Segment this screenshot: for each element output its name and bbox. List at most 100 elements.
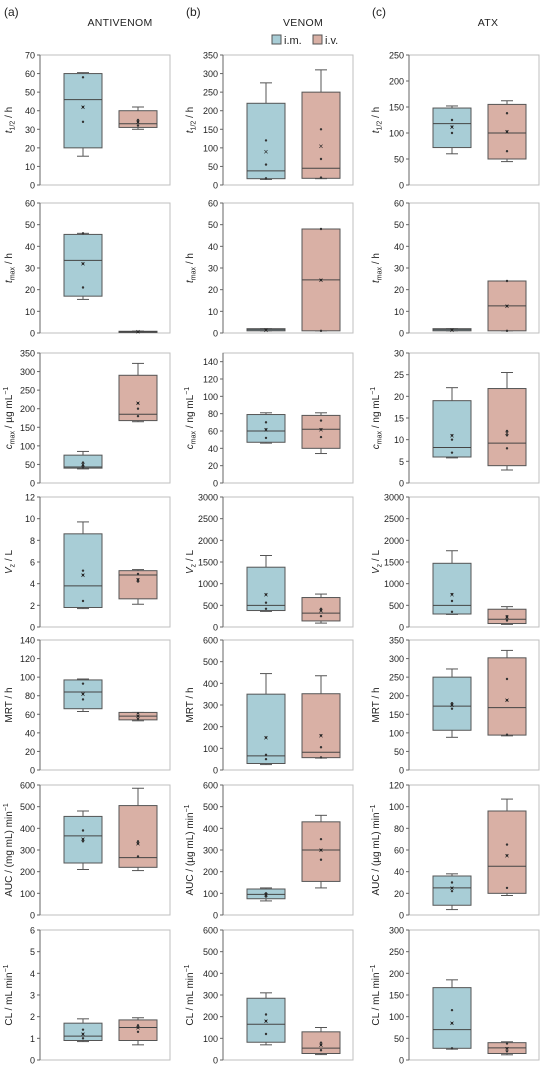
data-point	[505, 677, 509, 681]
data-point	[264, 177, 268, 180]
data-point	[81, 461, 85, 464]
y-tick-label: 10	[25, 514, 35, 524]
box-iqr	[63, 73, 103, 149]
y-tick-label: 20	[394, 392, 404, 402]
box-im: ×	[63, 232, 103, 300]
panel-letter-a: (a)	[4, 5, 19, 19]
box-im: ×	[63, 72, 103, 157]
data-point	[81, 1028, 85, 1031]
box-iv: ×	[118, 106, 158, 130]
mean-marker: ×	[136, 712, 141, 721]
box-iv: ×	[301, 593, 341, 624]
data-point	[450, 1047, 454, 1050]
y-axis-label: MRT / h	[371, 687, 382, 722]
box-iv: ×	[487, 798, 527, 896]
mean-marker: ×	[505, 302, 510, 311]
panel-7-1: 0 1 2 3 4 5 6 CL / mL min−1 × ×	[3, 926, 171, 1066]
data-point	[264, 601, 268, 604]
box-im: ×	[63, 450, 103, 469]
mean-marker: ×	[81, 1030, 86, 1039]
box-im: ×	[432, 387, 472, 459]
y-tick-label: 1000	[198, 579, 218, 589]
y-tick-label: 200	[203, 722, 218, 732]
data-point	[81, 682, 85, 685]
panel-3-1: 0 50 100 150 200 250 300 350 cmax / µg mL−1 × ×	[3, 349, 171, 489]
y-tick-label: 5	[30, 947, 35, 957]
box-iv: ×	[301, 814, 341, 889]
y-tick-label: 0	[213, 623, 218, 633]
data-point	[319, 837, 323, 841]
y-tick-label: 20	[208, 285, 218, 295]
y-tick-label: 200	[389, 77, 404, 87]
data-point	[319, 858, 323, 861]
box-iv: ×	[301, 412, 341, 455]
y-tick-label: 2000	[198, 536, 218, 546]
box-iv: ×	[487, 606, 527, 625]
mean-marker: ×	[450, 701, 455, 710]
y-tick-label: 2000	[384, 536, 404, 546]
y-axis-label: CL / mL min−1	[3, 964, 15, 1025]
data-point	[505, 698, 509, 702]
plot-frame	[39, 496, 171, 628]
box-im: ×	[246, 326, 286, 335]
y-axis-label: cmax / µg mL−1	[3, 387, 17, 450]
data-point	[264, 428, 268, 431]
y-tick-label: 10	[394, 435, 404, 445]
y-tick-label: 40	[208, 242, 218, 252]
y-tick-label: 0	[399, 623, 404, 633]
mean-marker: ×	[319, 731, 324, 740]
data-point	[450, 703, 454, 707]
box-iqr	[246, 693, 286, 765]
y-tick-label: 50	[25, 88, 35, 98]
y-tick-label: 250	[389, 947, 404, 957]
mean-marker: ×	[264, 148, 269, 157]
y-tick-label: 100	[389, 129, 404, 139]
legend-label-im: i.m.	[284, 35, 302, 47]
box-im: ×	[246, 887, 286, 902]
y-tick-label: 600	[203, 926, 218, 936]
y-tick-label: 80	[25, 691, 35, 701]
data-point	[264, 139, 268, 142]
y-tick-label: 350	[20, 349, 35, 359]
data-point	[450, 592, 454, 596]
data-point	[450, 1008, 454, 1012]
y-tick-label: 4	[30, 579, 35, 589]
data-point	[319, 1049, 323, 1052]
y-tick-label: 150	[389, 103, 404, 113]
y-tick-label: 3	[30, 991, 35, 1001]
box-iv: ×	[487, 372, 527, 471]
box-im: ×	[63, 521, 103, 610]
mean-marker: ×	[450, 1019, 455, 1028]
y-tick-label: 1000	[384, 579, 404, 589]
y-tick-label: 120	[389, 781, 404, 791]
box-iqr	[301, 91, 341, 179]
panel-2-1: 0 10 20 30 40 50 60 tmax / h × ×	[4, 199, 171, 339]
column-title-atx: ATX	[478, 17, 499, 29]
data-point	[81, 569, 85, 572]
y-tick-label: 20	[25, 143, 35, 153]
data-point	[505, 886, 509, 890]
y-tick-label: 100	[20, 441, 35, 451]
y-tick-label: 50	[25, 460, 35, 470]
y-tick-label: 0	[399, 911, 404, 921]
mean-marker: ×	[505, 696, 510, 705]
panel-1-1: 0 10 20 30 40 50 60 70 t1/2 / h × ×	[4, 51, 171, 191]
data-point	[505, 733, 509, 736]
y-tick-label: 200	[203, 1012, 218, 1022]
y-tick-label: 30	[25, 125, 35, 135]
y-tick-label: 150	[389, 991, 404, 1001]
y-tick-label: 350	[203, 51, 218, 61]
data-point	[81, 599, 85, 603]
box-im: ×	[432, 550, 472, 615]
y-tick-label: 40	[25, 728, 35, 738]
box-im: ×	[432, 668, 472, 738]
y-tick-label: 150	[389, 710, 404, 720]
y-tick-label: 400	[20, 824, 35, 834]
y-tick-label: 250	[389, 51, 404, 61]
data-point	[136, 407, 140, 410]
y-tick-label: 0	[213, 766, 218, 776]
y-tick-label: 40	[25, 242, 35, 252]
y-tick-label: 140	[20, 636, 35, 646]
y-tick-label: 0	[399, 766, 404, 776]
y-axis-label: tmax / h	[185, 253, 198, 283]
